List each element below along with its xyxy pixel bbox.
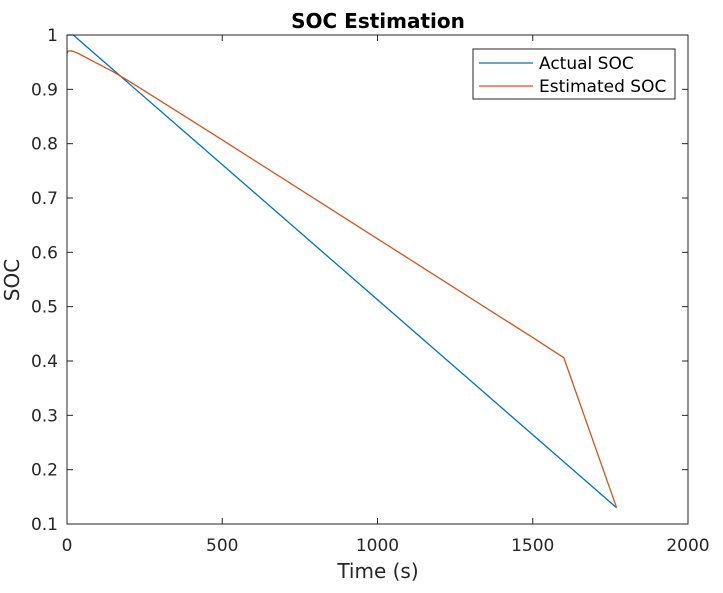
y-tick-label: 0.7 — [31, 189, 58, 209]
y-tick-label: 0.5 — [31, 298, 58, 318]
legend-label-estimated-soc: Estimated SOC — [539, 77, 666, 97]
legend-label-actual-soc: Actual SOC — [539, 54, 634, 74]
chart-title: SOC Estimation — [291, 9, 465, 33]
legend[interactable]: Actual SOC Estimated SOC — [472, 48, 676, 100]
tick-labels: 0 500 1000 1500 2000 0.1 0.2 0.3 0.4 0.5 0.6 0.7 0.8… — [31, 26, 710, 556]
y-tick-label: 1 — [47, 26, 58, 46]
y-tick-label: 0.2 — [31, 461, 58, 481]
x-axis-label: Time (s) — [336, 559, 418, 583]
y-tick-label: 0.1 — [31, 515, 58, 535]
y-tick-label: 0.4 — [31, 352, 58, 372]
y-tick-label: 0.3 — [31, 406, 58, 426]
x-tick-label: 1000 — [356, 536, 399, 556]
y-tick-label: 0.9 — [31, 80, 58, 100]
y-tick-label: 0.8 — [31, 135, 58, 155]
legend-box — [472, 48, 676, 100]
x-tick-label: 2000 — [666, 536, 709, 556]
y-axis-label: SOC — [0, 259, 24, 301]
x-tick-label: 1500 — [511, 536, 554, 556]
x-tick-label: 500 — [206, 536, 238, 556]
plot-frame — [66, 34, 689, 525]
x-tick-label: 0 — [62, 536, 73, 556]
y-tick-label: 0.6 — [31, 243, 58, 263]
series-line-estimated-soc — [66, 50, 618, 508]
